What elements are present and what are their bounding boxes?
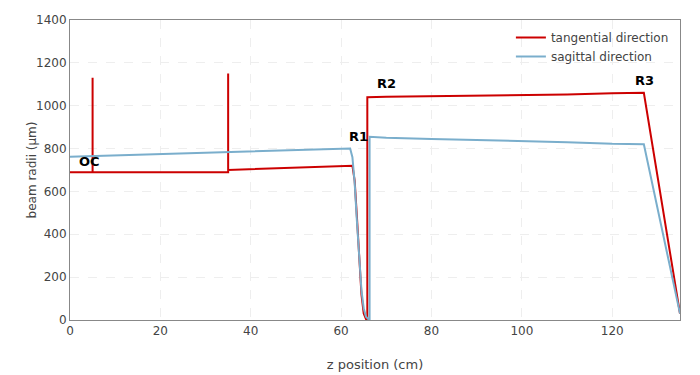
svg-text:40: 40 (243, 324, 258, 338)
svg-text:1200: 1200 (36, 56, 67, 70)
svg-text:R2: R2 (377, 76, 396, 91)
svg-text:1000: 1000 (36, 99, 67, 113)
svg-text:20: 20 (153, 324, 168, 338)
svg-text:100: 100 (510, 324, 533, 338)
svg-text:800: 800 (44, 142, 67, 156)
svg-text:60: 60 (333, 324, 348, 338)
svg-text:0: 0 (66, 324, 74, 338)
svg-text:80: 80 (424, 324, 439, 338)
svg-text:R3: R3 (635, 73, 654, 88)
svg-text:z position (cm): z position (cm) (327, 357, 424, 372)
svg-text:OC: OC (79, 154, 100, 169)
svg-text:tangential direction: tangential direction (551, 31, 668, 45)
svg-text:200: 200 (44, 270, 67, 284)
svg-text:1400: 1400 (36, 13, 67, 27)
svg-text:sagittal direction: sagittal direction (551, 50, 652, 64)
svg-text:R1: R1 (349, 129, 368, 144)
svg-text:400: 400 (44, 227, 67, 241)
svg-text:120: 120 (601, 324, 624, 338)
svg-text:0: 0 (59, 313, 67, 327)
svg-text:600: 600 (44, 185, 67, 199)
svg-text:beam radii (μm): beam radii (μm) (25, 122, 39, 219)
